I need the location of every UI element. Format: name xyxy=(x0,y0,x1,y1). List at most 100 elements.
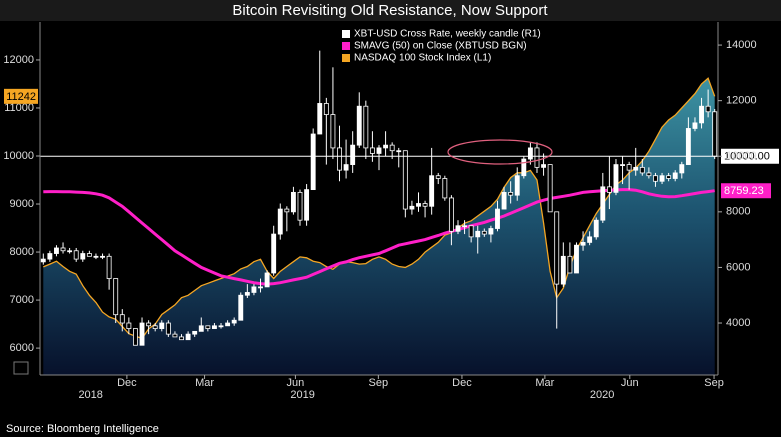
candle-body xyxy=(119,314,125,324)
candle-body xyxy=(133,328,138,346)
year-label: 2020 xyxy=(590,389,614,401)
candle-body xyxy=(60,247,66,252)
candle-body xyxy=(672,172,678,179)
chart-icon xyxy=(13,361,29,375)
candle-body xyxy=(679,164,685,174)
candle-body xyxy=(271,233,277,274)
candle-body xyxy=(383,144,389,149)
candle-body xyxy=(429,175,435,207)
candle-body xyxy=(67,250,73,253)
candle-body xyxy=(534,147,540,168)
legend-swatch xyxy=(342,54,350,62)
candle-body xyxy=(165,322,171,335)
candle-body xyxy=(685,128,691,165)
candle-body xyxy=(297,191,303,221)
x-tick-label: Mar xyxy=(195,377,214,389)
candle-body xyxy=(179,336,184,341)
candle-body xyxy=(258,286,263,289)
candle-body xyxy=(653,175,658,182)
x-tick-label: Jun xyxy=(621,377,639,389)
title-bar xyxy=(0,0,781,21)
candle-body xyxy=(205,325,211,329)
legend-swatch xyxy=(342,42,350,50)
candle-body xyxy=(527,147,533,160)
y2-tick-label: 8000 xyxy=(726,206,750,218)
legend-label: SMAVG (50) on Close (XBTUSD BGN) xyxy=(354,41,527,52)
candle-body xyxy=(93,255,99,258)
candle-body xyxy=(666,175,672,179)
candle-body xyxy=(495,208,500,229)
candle-body xyxy=(600,186,606,221)
x-tick-label: Mar xyxy=(535,377,554,389)
x-tick-label: Sep xyxy=(704,377,724,389)
candle-body xyxy=(40,258,46,263)
candle-body xyxy=(225,322,231,327)
y2-tick-label: 14000 xyxy=(726,39,757,51)
candle-body xyxy=(389,144,395,152)
candle-body xyxy=(198,325,204,332)
last-value-label: 11242 xyxy=(6,91,36,103)
y2-tick-label: 12000 xyxy=(726,95,757,107)
year-label: 2019 xyxy=(290,389,314,401)
y-tick-label: 10000 xyxy=(3,150,34,162)
candle-body xyxy=(350,144,356,165)
candle-body xyxy=(47,253,53,260)
candle-body xyxy=(646,172,652,177)
y2-tick-label: 10000 xyxy=(726,150,757,162)
candle-body xyxy=(541,164,547,168)
candle-body xyxy=(356,105,362,146)
candle-body xyxy=(639,166,645,174)
y-tick-label: 6000 xyxy=(10,342,34,354)
candle-body xyxy=(172,333,178,338)
candle-body xyxy=(317,103,323,135)
last-value-label: 8759.23 xyxy=(724,185,764,197)
candle-body xyxy=(554,211,560,285)
candle-body xyxy=(192,330,198,335)
legend-swatch xyxy=(342,30,350,38)
candle-body xyxy=(73,250,79,260)
candle-body xyxy=(574,244,579,274)
candle-body xyxy=(521,158,527,177)
candle-body xyxy=(560,255,566,285)
candle-body xyxy=(264,272,270,288)
candle-body xyxy=(659,175,665,182)
candle-body xyxy=(304,189,310,221)
last-value-tag xyxy=(721,183,771,199)
candle-body xyxy=(475,230,481,238)
candle-body xyxy=(402,150,408,210)
y2-tick-label: 6000 xyxy=(726,261,750,273)
candle-body xyxy=(185,333,191,341)
candle-body xyxy=(626,164,632,171)
y-tick-label: 9000 xyxy=(10,198,34,210)
source-note: Source: Bloomberg Intelligence xyxy=(6,423,159,435)
y-tick-label: 11000 xyxy=(4,102,34,114)
candle-body xyxy=(323,103,329,115)
candle-body xyxy=(343,164,349,171)
candle-body xyxy=(606,186,612,193)
candle-body xyxy=(277,208,283,235)
candle-body xyxy=(593,219,599,238)
candle-body xyxy=(290,191,296,213)
candle-body xyxy=(699,105,704,124)
candle-body xyxy=(54,247,59,254)
candle-body xyxy=(251,286,257,293)
candle-body xyxy=(100,255,105,258)
candle-body xyxy=(501,191,507,210)
candle-body xyxy=(369,147,375,154)
candle-body xyxy=(508,191,514,196)
candle-body xyxy=(310,133,316,191)
candle-body xyxy=(462,225,468,228)
y-tick-label: 8000 xyxy=(10,246,34,258)
x-tick-label: Jun xyxy=(287,377,305,389)
candle-body xyxy=(422,203,428,207)
y-tick-label: 7000 xyxy=(10,294,34,306)
candle-body xyxy=(396,150,402,153)
candle-body xyxy=(587,236,593,243)
highlight-ellipse xyxy=(447,139,553,165)
candle-body xyxy=(448,197,454,232)
candle-body xyxy=(481,230,487,235)
candle-body xyxy=(488,228,494,235)
candle-body xyxy=(238,294,244,321)
candle-body xyxy=(86,253,92,257)
